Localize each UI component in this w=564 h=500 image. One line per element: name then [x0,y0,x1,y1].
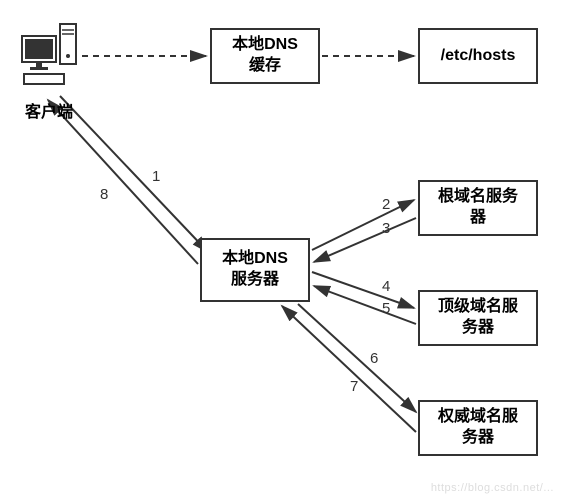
edge-label-6: 6 [370,350,378,367]
edge-label-4: 4 [382,278,390,295]
edge-4 [312,272,414,308]
edge-label-7: 7 [350,378,358,395]
local-server-label: 本地DNS服务器 [222,249,288,291]
tld-server-label: 顶级域名服务器 [438,297,518,339]
edge-3 [314,218,416,262]
edge-label-3: 3 [382,220,390,237]
edge-label-8: 8 [100,186,108,203]
auth-server-label: 权威域名服务器 [438,407,518,449]
etc-hosts-label: /etc/hosts [441,46,516,67]
computer-icon [20,20,80,90]
tld-server-node: 顶级域名服务器 [418,290,538,346]
edge-label-5: 5 [382,300,390,317]
client-node [20,20,80,90]
edge-label-2: 2 [382,196,390,213]
edge-6 [298,304,416,412]
local-cache-label: 本地DNS缓存 [232,35,298,77]
local-cache-node: 本地DNS缓存 [210,28,320,84]
root-server-label: 根域名服务器 [438,187,518,229]
auth-server-node: 权威域名服务器 [418,400,538,456]
etc-hosts-node: /etc/hosts [418,28,538,84]
edge-8 [48,100,198,264]
edge-2 [312,200,414,250]
edge-1 [60,96,208,252]
edge-5 [314,286,416,324]
client-label: 客户端 [25,98,73,122]
watermark: https://blog.csdn.net/... [431,482,554,494]
root-server-node: 根域名服务器 [418,180,538,236]
edge-7 [282,306,416,432]
local-server-node: 本地DNS服务器 [200,238,310,302]
edge-label-1: 1 [152,168,160,185]
